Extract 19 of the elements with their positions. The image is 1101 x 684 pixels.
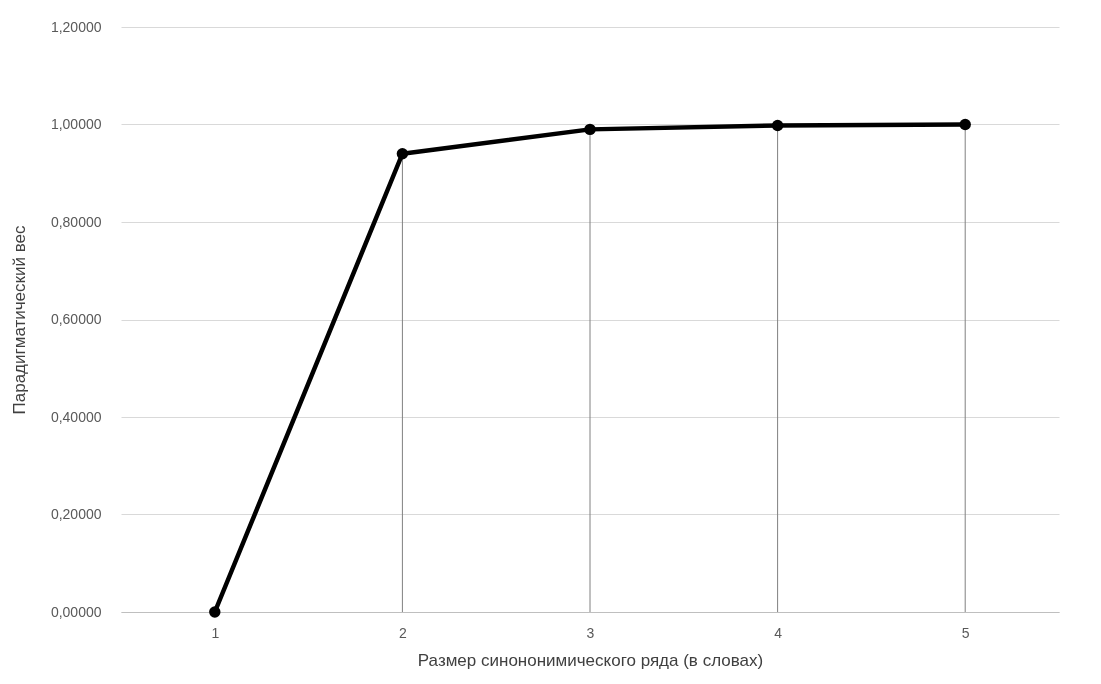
y-tick-label: 0,40000 (50, 408, 102, 425)
x-tick-label: 4 (774, 624, 783, 641)
y-tick-label: 1,00000 (50, 116, 102, 132)
point (959, 118, 971, 131)
x-tick-label: 1 (211, 624, 220, 641)
point (396, 148, 409, 160)
x-tick-label: 5 (961, 624, 970, 641)
x-tick-label: 3 (586, 624, 595, 641)
y-tick-label: 0,20000 (50, 506, 102, 522)
y-tick-label: 0,60000 (50, 311, 102, 327)
y-tick-label: 1,20000 (50, 18, 102, 35)
point (584, 123, 596, 136)
y-tick-label: 0,80000 (50, 213, 102, 230)
y-axis-title: Парадигматический вес (9, 225, 29, 415)
x-tick-label: 2 (399, 624, 407, 641)
point (771, 119, 784, 132)
x-axis-title: Размер синононимического ряда (в словах) (417, 650, 764, 670)
point (209, 606, 221, 618)
y-tick-label: 0,00000 (50, 603, 102, 620)
